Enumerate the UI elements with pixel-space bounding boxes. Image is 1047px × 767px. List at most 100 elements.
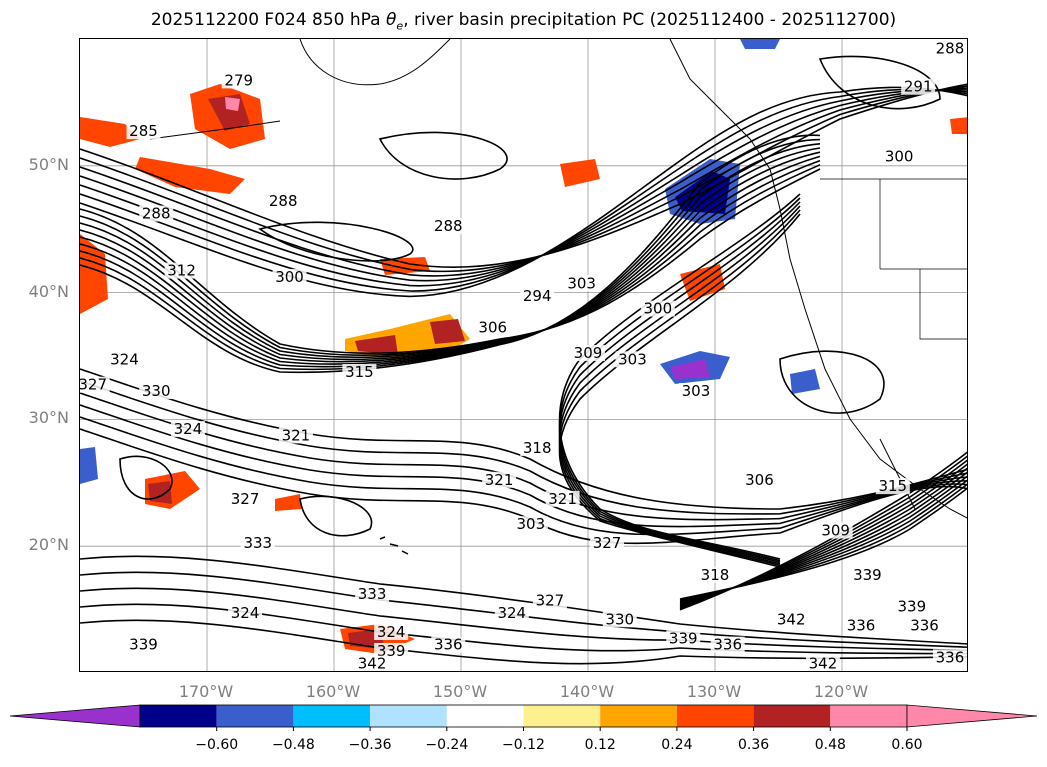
theta-e-contour — [80, 85, 967, 273]
contour-label-background — [520, 287, 555, 304]
contour-label: 342 — [358, 655, 387, 672]
contour-label-background — [107, 351, 142, 368]
colorbar-tick-label: −0.12 — [502, 737, 545, 753]
contour-label: 333 — [243, 534, 272, 552]
state-border-3 — [919, 269, 967, 340]
pc-negative-patch-sw — [790, 369, 820, 394]
pc-positive-patch-east — [950, 117, 967, 134]
colorbar-tick-label: 0.12 — [584, 737, 616, 753]
contour-label: 321 — [548, 490, 577, 508]
contour-label-background — [698, 566, 732, 583]
pc-negative-core-ca — [670, 359, 710, 379]
lon-tick-label: 140°W — [559, 682, 615, 701]
theta-e-contour — [80, 404, 967, 528]
theta-e-contour — [818, 55, 941, 110]
contour-label: 339 — [377, 642, 406, 660]
contour-label-background — [494, 604, 529, 621]
lon-tick-label: 120°W — [813, 682, 869, 701]
contour-label: 318 — [523, 439, 552, 457]
contour-label-background — [431, 636, 466, 653]
contour-label-background — [545, 490, 580, 507]
contour-label-background — [844, 617, 879, 634]
colorbar-segment — [830, 705, 907, 727]
colorbar-segment — [216, 705, 294, 727]
contour-label-background — [850, 566, 885, 583]
lat-tick-label: 20°N — [28, 535, 69, 555]
pc-positive-patch-w2 — [275, 494, 302, 511]
contour-label-background — [278, 427, 313, 444]
contour-label: 339 — [669, 629, 698, 647]
contour-label: 318 — [701, 566, 730, 584]
pc-positive-core-midlat — [355, 335, 398, 355]
contour-label: 300 — [644, 300, 673, 318]
contour-label-background — [742, 471, 777, 488]
contour-label-background — [907, 617, 942, 634]
theta-e-contour — [378, 131, 508, 180]
theta-e-contour — [80, 88, 967, 292]
contour-label-background — [139, 383, 174, 400]
north-america-west-coast — [769, 168, 967, 519]
contour-label-background — [139, 205, 174, 222]
contour-label-background — [355, 655, 390, 671]
contour-label-background — [482, 471, 517, 488]
colorbar-tick-label: 0.60 — [891, 737, 923, 753]
contour-label-background — [170, 421, 205, 438]
contour-label-background — [678, 383, 713, 400]
contour-label: 327 — [593, 534, 622, 552]
contour-label: 339 — [853, 566, 882, 584]
theta-e-contour — [679, 451, 967, 611]
contour-label: 330 — [142, 382, 171, 400]
map-panel[interactable]: 279 285 288 288 288 291 288 300 300 312 294 303 306 3… — [79, 38, 968, 672]
contour-label-background — [374, 642, 409, 659]
contour-label: 306 — [478, 319, 507, 337]
theta-e-contour — [80, 555, 967, 645]
contour-label-background — [710, 636, 745, 653]
contour-label: 315 — [878, 477, 907, 495]
pc-positive-patch-aleutian — [80, 117, 140, 147]
theta-e-contour — [80, 83, 967, 268]
contour-label-background — [266, 192, 301, 209]
lon-tick-label: 150°W — [432, 682, 488, 701]
contour-label-background — [774, 611, 809, 628]
contour-label: 300 — [885, 147, 914, 165]
theta-e-contour-labels: 279 285 288 288 288 291 288 300 300 312 294 303 306 3… — [80, 40, 967, 672]
theta-e-contour — [80, 416, 967, 536]
contour-label-background — [228, 490, 263, 507]
contour-label: 327 — [231, 490, 260, 508]
theta-e-contour — [258, 221, 414, 262]
colorbar-segment — [523, 705, 601, 727]
colorbar-segment — [140, 705, 217, 727]
contour-label-background — [894, 598, 929, 615]
contour-label-background — [666, 630, 701, 647]
contour-label-background — [272, 268, 307, 285]
theta-e-contour — [558, 209, 801, 567]
contour-label: 288 — [434, 217, 463, 235]
theta-e-contour — [299, 495, 373, 537]
contour-label-background — [475, 319, 510, 336]
colorbar-extend-max — [906, 704, 1037, 728]
contour-label: 339 — [129, 636, 158, 654]
theta-e-contour — [80, 368, 967, 510]
contour-label: 288 — [142, 205, 171, 223]
lon-tick-label: 130°W — [686, 682, 742, 701]
contour-label: 327 — [536, 591, 565, 609]
contour-label-background — [590, 535, 625, 552]
theta-e-contours — [80, 55, 967, 665]
contour-label-background — [571, 345, 605, 361]
contour-label: 321 — [282, 426, 311, 444]
theta-e-contour — [558, 213, 801, 568]
contour-label-background — [932, 40, 967, 57]
theta-e-contour — [80, 89, 967, 287]
colorbar-segment — [676, 705, 754, 727]
contour-label: 294 — [523, 287, 552, 305]
contour-label: 303 — [682, 382, 711, 400]
colorbar-segment — [753, 705, 831, 727]
contour-label: 306 — [745, 471, 774, 489]
contour-label: 336 — [434, 636, 463, 654]
pc-positive-peak-bering — [225, 97, 240, 111]
contour-label-background — [532, 592, 567, 609]
pc-negative-patch-top — [740, 39, 780, 49]
contour-label: 324 — [174, 420, 203, 438]
colorbar-tick-label: 0.48 — [814, 737, 846, 753]
colorbar — [10, 704, 1037, 731]
